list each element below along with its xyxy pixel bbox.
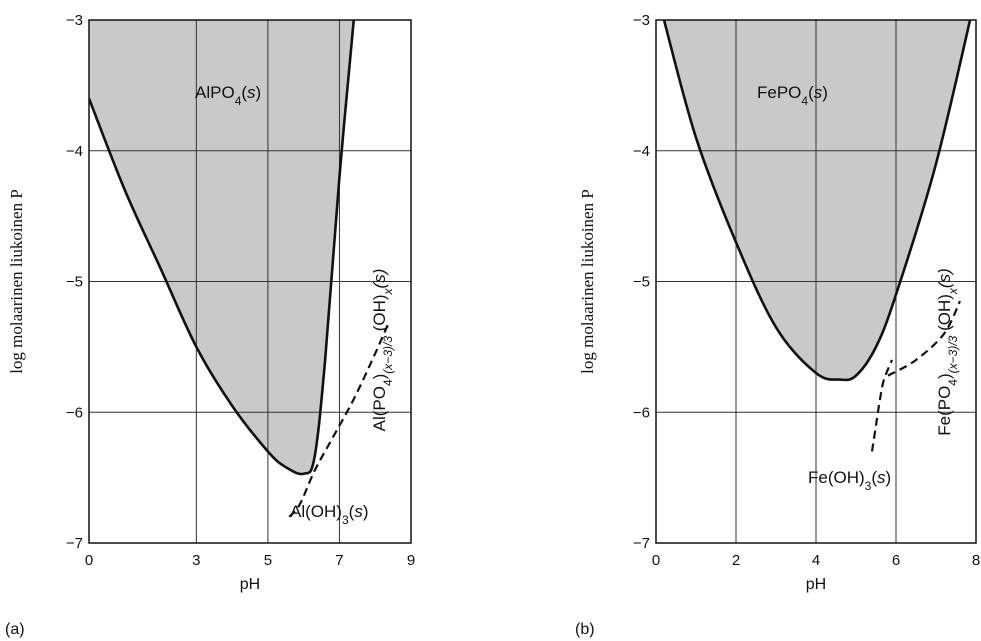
y-tick-label: −5: [66, 274, 83, 291]
x-tick-label: 3: [192, 552, 200, 569]
y-tick-label: −5: [633, 274, 650, 291]
solubility-curve-0: [662, 20, 972, 382]
solubility-curve-0: [89, 20, 356, 476]
insoluble-region-fill: [664, 20, 971, 380]
dashed-curve-2: [870, 359, 894, 452]
x-tick-label: 4: [812, 552, 820, 569]
mixed-precipitate-label: Al(PO4)(x−3)/3 (OH)x(s): [370, 269, 395, 432]
x-tick-label: 2: [732, 552, 740, 569]
y-tick-label: −3: [633, 12, 650, 29]
x-tick-label: 7: [335, 552, 343, 569]
y-tick-label: −7: [66, 535, 83, 552]
y-axis-label: log molaarinen liukoinen P: [578, 189, 597, 374]
dashed-curve-1: [288, 320, 391, 518]
chart-panel-a: 0 3 5 7 9 −7 −6 −5 −4 −3 pH log molaarinen liukoine…: [5, 12, 415, 638]
y-axis-label: log molaarinen liukoinen P: [7, 189, 26, 374]
insoluble-region-fill: [89, 20, 354, 475]
x-tick-label: 8: [972, 552, 980, 569]
x-tick-label: 5: [264, 552, 272, 569]
y-tick-label: −7: [633, 535, 650, 552]
x-axis-label: pH: [806, 576, 826, 593]
panel-label: (a): [5, 621, 25, 638]
y-tick-label: −6: [633, 404, 650, 421]
y-tick-label: −4: [66, 143, 83, 160]
x-tick-label: 0: [85, 552, 93, 569]
y-tick-label: −3: [66, 12, 83, 29]
mixed-precipitate-label: Fe(PO4)(x−3)/3 (OH)x(s): [935, 268, 960, 435]
x-tick-label: 9: [407, 552, 415, 569]
x-tick-label: 0: [652, 552, 660, 569]
y-tick-label: −6: [66, 404, 83, 421]
plot-frame: [88, 19, 412, 544]
x-tick-label: 6: [892, 552, 900, 569]
phase-label: Al(OH)3(s): [290, 502, 368, 527]
panel-label: (b): [575, 621, 595, 638]
x-axis-label: pH: [240, 576, 260, 593]
chart-panel-b: 0 2 4 6 8 −7 −6 −5 −4 −3 pH log molaarinen liukoine…: [575, 12, 980, 638]
phase-label: FePO4(s): [757, 83, 828, 108]
phase-label: Fe(OH)3(s): [808, 468, 891, 493]
plot-frame: [655, 19, 977, 544]
dashed-curve-1: [887, 300, 961, 377]
y-tick-label: −4: [633, 143, 650, 160]
phase-label: AlPO4(s): [195, 83, 261, 108]
